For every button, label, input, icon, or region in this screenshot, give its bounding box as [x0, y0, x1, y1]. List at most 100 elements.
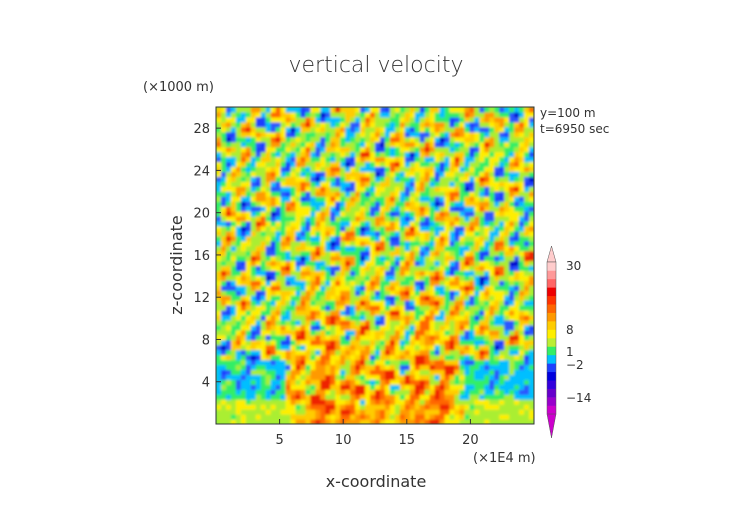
heatmap-cell: [335, 171, 341, 177]
heatmap-cell: [325, 384, 331, 390]
heatmap-cell: [469, 161, 475, 168]
heatmap-cell: [370, 166, 376, 172]
heatmap-cell: [370, 394, 376, 400]
heatmap-cell: [360, 344, 366, 351]
heatmap-cell: [300, 171, 307, 177]
heatmap-cell: [220, 300, 227, 306]
heatmap-cell: [444, 409, 451, 415]
heatmap-cell: [529, 285, 534, 291]
heatmap-cell: [315, 111, 321, 118]
heatmap-cell: [469, 364, 475, 371]
heatmap-cell: [235, 329, 242, 336]
heatmap-cell: [305, 260, 312, 267]
heatmap-cell: [379, 191, 386, 197]
heatmap-cell: [444, 389, 451, 395]
heatmap-cell: [250, 225, 257, 232]
heatmap-cell: [375, 404, 381, 410]
heatmap-cell: [225, 300, 232, 306]
heatmap-cell: [295, 107, 302, 113]
heatmap-cell: [305, 414, 312, 420]
heatmap-cell: [315, 260, 321, 267]
heatmap-cell: [220, 196, 227, 202]
heatmap-cell: [350, 166, 356, 172]
heatmap-cell: [350, 240, 356, 247]
heatmap-cell: [449, 409, 456, 415]
heatmap-cell: [504, 334, 510, 341]
heatmap-cell: [519, 280, 525, 286]
heatmap-cell: [300, 324, 307, 331]
heatmap-cell: [270, 369, 277, 376]
heatmap-cell: [439, 374, 446, 381]
heatmap-cell: [419, 161, 426, 168]
heatmap-cell: [270, 191, 277, 197]
heatmap-cell: [404, 349, 411, 356]
heatmap-cell: [379, 245, 386, 252]
heatmap-cell: [250, 161, 257, 168]
heatmap-cell: [315, 265, 321, 272]
heatmap-cell: [449, 379, 456, 385]
heatmap-cell: [519, 211, 525, 217]
heatmap-cell: [489, 111, 495, 118]
heatmap-cell: [384, 151, 391, 158]
heatmap-cell: [285, 245, 292, 252]
heatmap-cell: [529, 250, 534, 257]
heatmap-cell: [310, 265, 316, 272]
heatmap-cell: [375, 324, 381, 331]
heatmap-cell: [434, 295, 441, 301]
heatmap-cell: [489, 265, 495, 272]
heatmap-cell: [474, 359, 480, 366]
heatmap-cell: [365, 161, 371, 168]
heatmap-cell: [429, 389, 436, 395]
heatmap-cell: [474, 270, 480, 276]
heatmap-cell: [524, 206, 530, 212]
heatmap-cell: [489, 151, 495, 158]
heatmap-cell: [340, 191, 346, 197]
heatmap-cell: [439, 131, 446, 138]
heatmap-cell: [424, 126, 431, 133]
heatmap-cell: [315, 215, 321, 222]
heatmap-cell: [300, 131, 307, 138]
heatmap-cell: [419, 176, 426, 182]
heatmap-cell: [275, 275, 282, 281]
heatmap-cell: [360, 329, 366, 336]
heatmap-cell: [270, 151, 277, 158]
heatmap-cell: [375, 374, 381, 381]
heatmap-cell: [474, 295, 480, 301]
heatmap-cell: [529, 235, 534, 242]
heatmap-cell: [489, 389, 495, 395]
heatmap-cell: [335, 319, 341, 326]
heatmap-cell: [524, 310, 530, 316]
heatmap-cell: [350, 171, 356, 177]
heatmap-cell: [474, 166, 480, 172]
heatmap-cell: [220, 295, 227, 301]
heatmap-cell: [355, 305, 361, 311]
heatmap-cell: [340, 196, 346, 202]
heatmap-cell: [290, 359, 297, 366]
heatmap-cell: [494, 186, 500, 192]
heatmap-cell: [295, 329, 302, 336]
heatmap-cell: [464, 230, 471, 237]
heatmap-cell: [270, 146, 277, 153]
heatmap-cell: [469, 354, 475, 361]
heatmap-cell: [225, 359, 232, 366]
heatmap-cell: [394, 394, 401, 400]
heatmap-cell: [429, 329, 436, 336]
heatmap-cell: [529, 240, 534, 247]
heatmap-cell: [464, 121, 471, 128]
heatmap-cell: [494, 329, 500, 336]
heatmap-cell: [529, 319, 534, 326]
heatmap-cell: [469, 319, 475, 326]
heatmap-cell: [360, 389, 366, 395]
heatmap-cell: [494, 359, 500, 366]
heatmap-cell: [250, 107, 257, 113]
heatmap-cell: [325, 245, 331, 252]
heatmap-cell: [325, 364, 331, 371]
heatmap-cell: [394, 161, 401, 168]
heatmap-cell: [280, 176, 287, 182]
heatmap-cell: [345, 409, 351, 415]
heatmap-cell: [444, 171, 451, 177]
heatmap-cell: [340, 161, 346, 168]
heatmap-cell: [275, 235, 282, 242]
heatmap-cell: [514, 111, 520, 118]
heatmap-cell: [305, 235, 312, 242]
